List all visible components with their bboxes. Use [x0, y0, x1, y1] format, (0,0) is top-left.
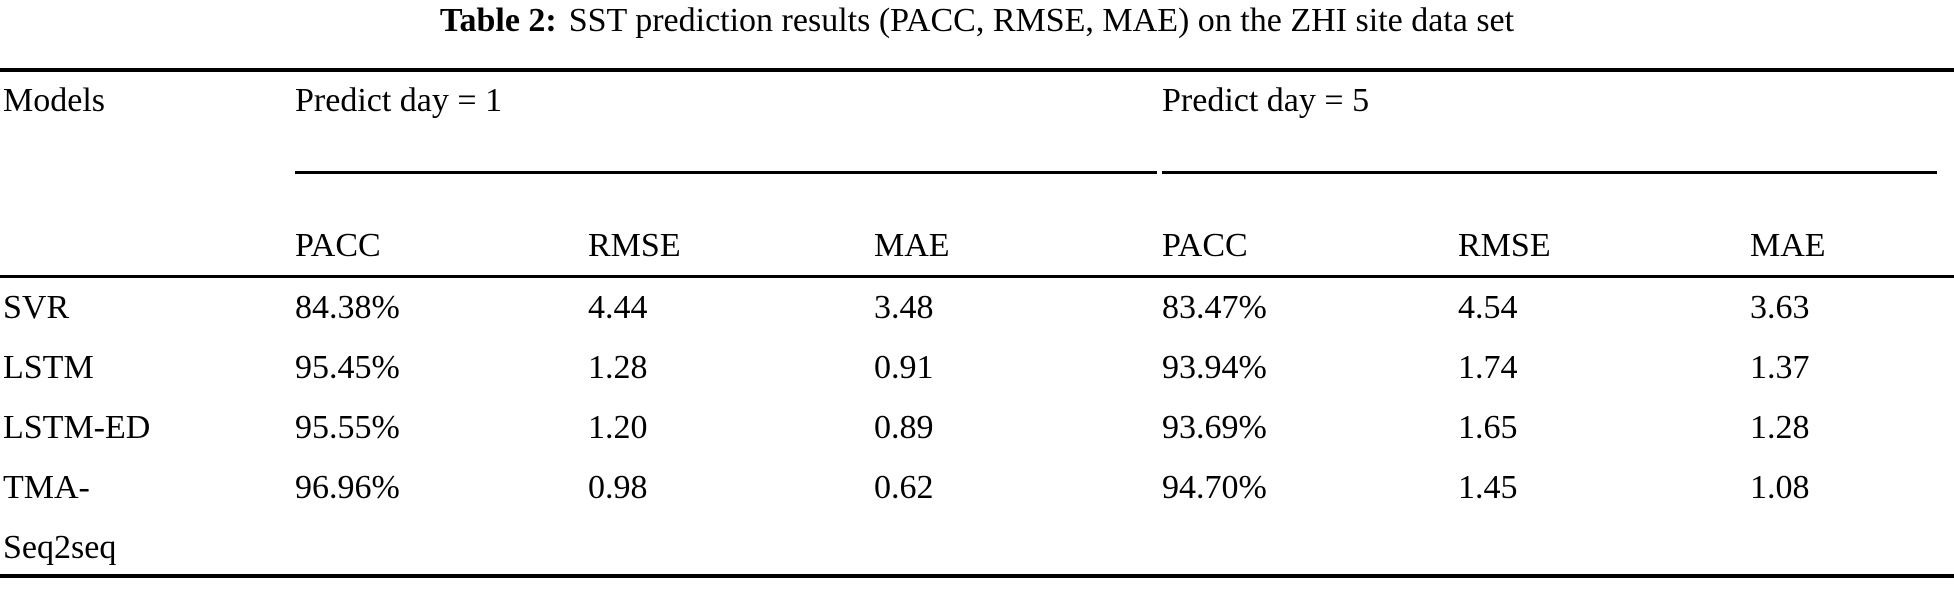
value-cell: 93.69%: [1162, 409, 1267, 446]
group-rule-day5: [1162, 171, 1937, 174]
subheader-mae-day5: MAE: [1750, 227, 1826, 264]
value-cell: 3.63: [1750, 289, 1810, 326]
subheader-rmse-day5: RMSE: [1458, 227, 1551, 264]
value-cell: 1.45: [1458, 469, 1518, 506]
value-cell: 95.55%: [295, 409, 400, 446]
subheader-row: PACC RMSE MAE PACC RMSE MAE: [0, 174, 1954, 275]
table-row-lstm: LSTM 95.45% 1.28 0.91 93.94% 1.74 1.37: [0, 338, 1954, 398]
value-cell: 1.20: [588, 409, 648, 446]
value-cell: 0.89: [874, 409, 934, 446]
group-header-row: Models Predict day = 1 Predict day = 5: [0, 72, 1954, 171]
table-caption: Table 2: SST prediction results (PACC, RM…: [0, 0, 1954, 68]
table-caption-label: Table 2:: [439, 2, 557, 39]
value-cell: 0.62: [874, 469, 934, 506]
model-name: SVR: [3, 289, 70, 326]
bottom-rule: [0, 574, 1954, 578]
subheader-pacc-day1: PACC: [295, 227, 381, 264]
table-row-svr: SVR 84.38% 4.44 3.48 83.47% 4.54 3.63: [0, 278, 1954, 338]
value-cell: 83.47%: [1162, 289, 1267, 326]
subheader-pacc-day5: PACC: [1162, 227, 1248, 264]
value-cell: 4.44: [588, 289, 648, 326]
group-rule-row: [0, 171, 1954, 174]
value-cell: 0.91: [874, 349, 934, 386]
value-cell: 96.96%: [295, 469, 400, 506]
table-row-lstm-ed: LSTM-ED 95.55% 1.20 0.89 93.69% 1.65 1.2…: [0, 398, 1954, 458]
value-cell: 4.54: [1458, 289, 1518, 326]
group-header-day1: Predict day = 1: [295, 82, 503, 119]
value-cell: 3.48: [874, 289, 934, 326]
table-row-tma-seq2seq: TMA- Seq2seq 96.96% 0.98 0.62 94.70% 1.4…: [0, 458, 1954, 574]
header-rule: [0, 275, 1954, 278]
subheader-mae-day1: MAE: [874, 227, 950, 264]
model-name: LSTM: [3, 349, 94, 386]
value-cell: 1.08: [1750, 469, 1810, 506]
top-rule: [0, 68, 1954, 72]
value-cell: 1.65: [1458, 409, 1518, 446]
value-cell: 1.74: [1458, 349, 1518, 386]
group-rule-day1: [295, 171, 1157, 174]
value-cell: 84.38%: [295, 289, 400, 326]
value-cell: 95.45%: [295, 349, 400, 386]
value-cell: 1.28: [1750, 409, 1810, 446]
model-name: TMA- Seq2seq: [3, 469, 117, 566]
subheader-empty: [0, 174, 295, 275]
value-cell: 93.94%: [1162, 349, 1267, 386]
group-header-day5: Predict day = 5: [1162, 82, 1370, 119]
model-name: LSTM-ED: [3, 409, 151, 446]
subheader-rmse-day1: RMSE: [588, 227, 681, 264]
value-cell: 94.70%: [1162, 469, 1267, 506]
value-cell: 1.37: [1750, 349, 1810, 386]
value-cell: 0.98: [588, 469, 648, 506]
models-column-header: Models: [3, 82, 105, 119]
table-caption-text: SST prediction results (PACC, RMSE, MAE)…: [568, 2, 1515, 39]
value-cell: 1.28: [588, 349, 648, 386]
